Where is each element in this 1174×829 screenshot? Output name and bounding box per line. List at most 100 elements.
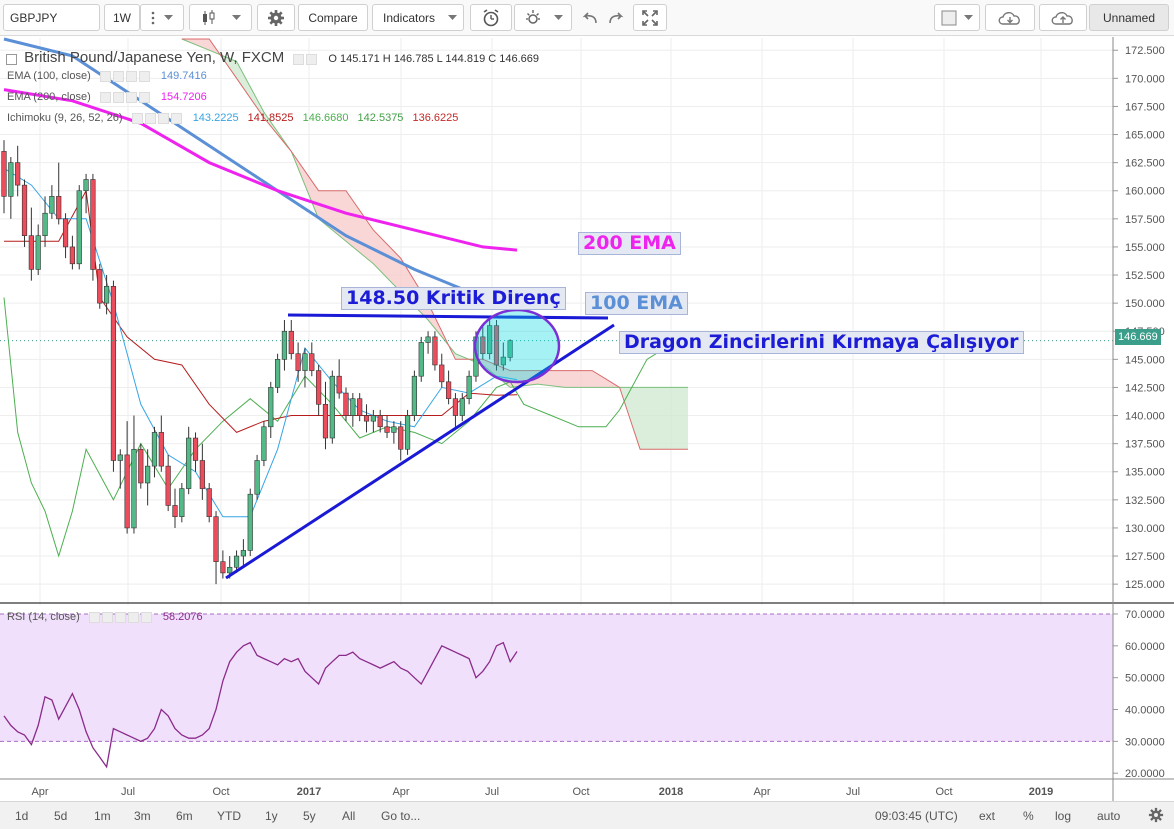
- range-5y[interactable]: 5y: [303, 809, 316, 823]
- range-go-to-[interactable]: Go to...: [381, 809, 421, 823]
- interval-dropdown[interactable]: [140, 4, 184, 31]
- resistance-label[interactable]: 148.50 Kritik Direnç: [341, 287, 566, 310]
- x-tick-label: Oct: [212, 786, 229, 798]
- gear-icon: [267, 9, 285, 27]
- candle-body: [1, 151, 7, 197]
- chevron-down-icon: [964, 14, 973, 21]
- chevron-down-icon: [448, 15, 457, 21]
- compare-button[interactable]: Compare: [298, 4, 368, 31]
- candle-body: [350, 398, 356, 416]
- range-6m[interactable]: 6m: [176, 809, 193, 823]
- candle-body: [28, 235, 34, 270]
- gear-icon[interactable]: [1148, 807, 1164, 826]
- fullscreen-icon: [642, 9, 658, 26]
- indicators-button[interactable]: Indicators: [372, 4, 464, 31]
- ema200-value: 154.7206: [160, 91, 207, 103]
- indicators-label: Indicators: [383, 10, 436, 25]
- candle-body: [295, 353, 301, 371]
- y-tick-label: 167.500: [1125, 101, 1165, 113]
- redo-icon[interactable]: [607, 10, 625, 26]
- candles: [1, 140, 513, 585]
- range-1y[interactable]: 1y: [265, 809, 278, 823]
- interval-button[interactable]: 1W: [104, 4, 140, 31]
- range-5d[interactable]: 5d: [54, 809, 68, 823]
- candle-body: [329, 375, 335, 439]
- bottom-toolbar: 1d 5d 1m 3m 6m YTD 1y 5y All Go to... 09:03:45 (UT…: [0, 801, 1174, 829]
- save-button[interactable]: [1039, 4, 1087, 31]
- x-tick-label: Jul: [485, 786, 499, 798]
- range-ext[interactable]: ext: [979, 809, 996, 823]
- candle-body: [411, 375, 418, 416]
- y-tick-label: 157.500: [1125, 214, 1165, 226]
- ohlc-values: O 145.171 H 146.785 L 144.819 C 146.669: [328, 53, 539, 65]
- symbol-search[interactable]: GBPJPY: [3, 4, 100, 31]
- range-09-03-45-utc-: 09:03:45 (UTC): [875, 809, 958, 823]
- candle-body: [199, 460, 205, 489]
- rsi-y-tick-label: 70.0000: [1125, 609, 1165, 621]
- chart-canvas[interactable]: 172.500 170.000 167.500 165.000 162.500 160.0…: [0, 37, 1174, 801]
- legend-actions[interactable]: [131, 112, 184, 124]
- layout-button[interactable]: [934, 4, 980, 31]
- ema100-label-box[interactable]: 100 EMA: [585, 292, 688, 315]
- layout-name[interactable]: Unnamed: [1089, 4, 1169, 31]
- chikou-value: 146.6680: [302, 112, 349, 124]
- chart-type-button[interactable]: [189, 4, 252, 31]
- alert-button[interactable]: [470, 4, 512, 31]
- x-tick-label: 2019: [1029, 786, 1053, 798]
- legend-actions[interactable]: [293, 53, 319, 65]
- candle-body: [500, 356, 506, 366]
- range-ytd[interactable]: YTD: [217, 809, 241, 823]
- range-all[interactable]: All: [342, 809, 356, 823]
- ema200-label: EMA (200, close): [7, 91, 91, 103]
- rsi-legend[interactable]: RSI (14, close) 58.2076: [7, 611, 203, 623]
- candle-body: [268, 387, 274, 428]
- fullscreen-button[interactable]: [633, 4, 667, 31]
- settings-button[interactable]: [257, 4, 295, 31]
- replay-button[interactable]: [514, 4, 572, 31]
- high-value: 146.785: [393, 53, 434, 65]
- axes: 172.500 170.000 167.500 165.000 162.500 160.0…: [0, 37, 1174, 801]
- range-1m[interactable]: 1m: [94, 809, 111, 823]
- ema100-label: EMA (100, close): [7, 70, 91, 82]
- y-tick-label: 140.000: [1125, 411, 1165, 423]
- candle-body: [254, 460, 260, 495]
- candle-body: [206, 488, 212, 518]
- legend-actions[interactable]: [88, 611, 154, 623]
- highlight-circle: [473, 308, 561, 384]
- candle-body: [90, 179, 96, 270]
- candle-body: [69, 246, 75, 265]
- span-a-line: [181, 38, 688, 388]
- range-1d[interactable]: 1d: [15, 809, 29, 823]
- candle-body: [439, 364, 445, 383]
- range-3m[interactable]: 3m: [134, 809, 151, 823]
- candle-body: [343, 392, 349, 416]
- low-value: 144.819: [445, 53, 486, 65]
- ema100-legend[interactable]: EMA (100, close) 149.7416: [7, 70, 207, 82]
- range-auto[interactable]: auto: [1097, 809, 1121, 823]
- collapse-icon[interactable]: [6, 53, 17, 65]
- ema200-legend[interactable]: EMA (200, close) 154.7206: [7, 91, 207, 103]
- cloud-upload-icon: [1050, 9, 1076, 27]
- cloud-download-icon: [997, 9, 1023, 27]
- legend-actions[interactable]: [99, 91, 152, 103]
- undo-icon[interactable]: [581, 10, 599, 26]
- range-log[interactable]: log: [1055, 809, 1072, 823]
- legend-actions[interactable]: [99, 70, 152, 82]
- x-tick-label: 2017: [297, 786, 321, 798]
- dragon-label[interactable]: Dragon Zincirlerini Kırmaya Çalışıyor: [619, 331, 1024, 354]
- candle-body: [459, 398, 465, 416]
- candle-body: [370, 415, 376, 422]
- y-tick-label: 165.000: [1125, 130, 1165, 142]
- load-button[interactable]: [985, 4, 1035, 31]
- x-tick-label: Oct: [935, 786, 952, 798]
- y-tick-label: 160.000: [1125, 186, 1165, 198]
- ema200-label-box[interactable]: 200 EMA: [578, 232, 681, 255]
- rsi-y-tick-label: 60.0000: [1125, 641, 1165, 653]
- open-value: 145.171: [339, 53, 380, 65]
- ichimoku-legend[interactable]: Ichimoku (9, 26, 52, 26) 143.2225 141.85…: [7, 112, 458, 124]
- candle-body: [261, 426, 267, 461]
- candle-body: [110, 285, 117, 461]
- ema100-value: 149.7416: [160, 70, 207, 82]
- candle-body: [240, 550, 247, 557]
- range--[interactable]: %: [1023, 809, 1034, 823]
